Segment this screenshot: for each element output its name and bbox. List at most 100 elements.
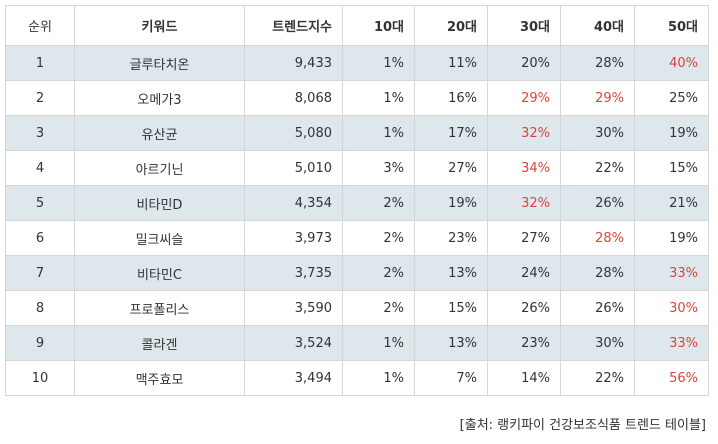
trend-index-cell: 3,524 <box>244 325 343 361</box>
age-30s-cell: 26% <box>487 290 561 326</box>
keyword-cell: 콜라겐 <box>74 325 245 361</box>
col-header-age-30s: 30대 <box>487 5 561 46</box>
age-20s-cell: 23% <box>414 220 488 256</box>
table-row: 8 프로폴리스 3,590 2% 15% 26% 26% 30% <box>5 290 709 326</box>
keyword-cell: 프로폴리스 <box>74 290 245 326</box>
age-40s-cell: 26% <box>560 185 635 221</box>
age-20s-cell: 19% <box>414 185 488 221</box>
keyword-cell: 비타민D <box>74 185 245 221</box>
col-header-age-20s: 20대 <box>414 5 488 46</box>
rank-cell: 7 <box>5 255 75 291</box>
trend-index-cell: 3,590 <box>244 290 343 326</box>
rank-cell: 8 <box>5 290 75 326</box>
trend-table: 순위 키워드 트렌드지수 10대 20대 30대 40대 50대 1 글루타치온… <box>5 5 709 396</box>
age-50s-cell: 19% <box>634 220 709 256</box>
rank-cell: 10 <box>5 360 75 396</box>
rank-cell: 6 <box>5 220 75 256</box>
age-40s-cell: 30% <box>560 115 635 151</box>
age-10s-cell: 1% <box>342 325 415 361</box>
age-30s-cell: 14% <box>487 360 561 396</box>
col-header-age-10s: 10대 <box>342 5 415 46</box>
age-30s-cell: 20% <box>487 45 561 81</box>
trend-index-cell: 4,354 <box>244 185 343 221</box>
age-30s-cell: 32% <box>487 115 561 151</box>
col-header-trend-index: 트렌드지수 <box>244 5 343 46</box>
age-40s-cell: 26% <box>560 290 635 326</box>
keyword-cell: 아르기닌 <box>74 150 245 186</box>
rank-cell: 4 <box>5 150 75 186</box>
source-caption: [출처: 랭키파이 건강보조식품 트렌드 테이블] <box>459 418 706 433</box>
age-40s-cell: 29% <box>560 80 635 116</box>
age-20s-cell: 11% <box>414 45 488 81</box>
age-30s-cell: 29% <box>487 80 561 116</box>
table-row: 5 비타민D 4,354 2% 19% 32% 26% 21% <box>5 185 709 221</box>
age-40s-cell: 28% <box>560 220 635 256</box>
age-40s-cell: 22% <box>560 150 635 186</box>
age-30s-cell: 27% <box>487 220 561 256</box>
age-30s-cell: 23% <box>487 325 561 361</box>
age-50s-cell: 19% <box>634 115 709 151</box>
age-50s-cell: 56% <box>634 360 709 396</box>
rank-cell: 5 <box>5 185 75 221</box>
col-header-age-50s: 50대 <box>634 5 709 46</box>
keyword-cell: 밀크씨슬 <box>74 220 245 256</box>
col-header-rank: 순위 <box>5 5 75 46</box>
trend-index-cell: 5,080 <box>244 115 343 151</box>
keyword-cell: 유산균 <box>74 115 245 151</box>
age-30s-cell: 24% <box>487 255 561 291</box>
age-10s-cell: 1% <box>342 360 415 396</box>
trend-index-cell: 3,494 <box>244 360 343 396</box>
col-header-age-40s: 40대 <box>560 5 635 46</box>
table-row: 2 오메가3 8,068 1% 16% 29% 29% 25% <box>5 80 709 116</box>
keyword-cell: 맥주효모 <box>74 360 245 396</box>
trend-index-cell: 3,735 <box>244 255 343 291</box>
age-10s-cell: 1% <box>342 45 415 81</box>
trend-index-cell: 9,433 <box>244 45 343 81</box>
table-row: 4 아르기닌 5,010 3% 27% 34% 22% 15% <box>5 150 709 186</box>
table-header-row: 순위 키워드 트렌드지수 10대 20대 30대 40대 50대 <box>5 5 709 46</box>
age-10s-cell: 2% <box>342 255 415 291</box>
age-40s-cell: 30% <box>560 325 635 361</box>
age-20s-cell: 17% <box>414 115 488 151</box>
age-50s-cell: 15% <box>634 150 709 186</box>
rank-cell: 1 <box>5 45 75 81</box>
age-20s-cell: 7% <box>414 360 488 396</box>
age-20s-cell: 15% <box>414 290 488 326</box>
rank-cell: 3 <box>5 115 75 151</box>
table-row: 3 유산균 5,080 1% 17% 32% 30% 19% <box>5 115 709 151</box>
col-header-keyword: 키워드 <box>74 5 245 46</box>
table-row: 1 글루타치온 9,433 1% 11% 20% 28% 40% <box>5 45 709 81</box>
age-10s-cell: 1% <box>342 115 415 151</box>
age-50s-cell: 33% <box>634 325 709 361</box>
trend-index-cell: 8,068 <box>244 80 343 116</box>
age-40s-cell: 22% <box>560 360 635 396</box>
age-50s-cell: 40% <box>634 45 709 81</box>
age-10s-cell: 2% <box>342 220 415 256</box>
table-row: 7 비타민C 3,735 2% 13% 24% 28% 33% <box>5 255 709 291</box>
age-20s-cell: 16% <box>414 80 488 116</box>
age-50s-cell: 33% <box>634 255 709 291</box>
table-row: 10 맥주효모 3,494 1% 7% 14% 22% 56% <box>5 360 709 396</box>
age-20s-cell: 27% <box>414 150 488 186</box>
rank-cell: 9 <box>5 325 75 361</box>
keyword-cell: 비타민C <box>74 255 245 291</box>
keyword-cell: 오메가3 <box>74 80 245 116</box>
age-10s-cell: 1% <box>342 80 415 116</box>
age-10s-cell: 2% <box>342 290 415 326</box>
age-20s-cell: 13% <box>414 325 488 361</box>
age-30s-cell: 32% <box>487 185 561 221</box>
age-20s-cell: 13% <box>414 255 488 291</box>
keyword-cell: 글루타치온 <box>74 45 245 81</box>
table-row: 6 밀크씨슬 3,973 2% 23% 27% 28% 19% <box>5 220 709 256</box>
age-40s-cell: 28% <box>560 255 635 291</box>
trend-index-cell: 5,010 <box>244 150 343 186</box>
rank-cell: 2 <box>5 80 75 116</box>
age-40s-cell: 28% <box>560 45 635 81</box>
age-30s-cell: 34% <box>487 150 561 186</box>
age-10s-cell: 3% <box>342 150 415 186</box>
trend-index-cell: 3,973 <box>244 220 343 256</box>
age-50s-cell: 21% <box>634 185 709 221</box>
table-row: 9 콜라겐 3,524 1% 13% 23% 30% 33% <box>5 325 709 361</box>
age-50s-cell: 25% <box>634 80 709 116</box>
age-50s-cell: 30% <box>634 290 709 326</box>
